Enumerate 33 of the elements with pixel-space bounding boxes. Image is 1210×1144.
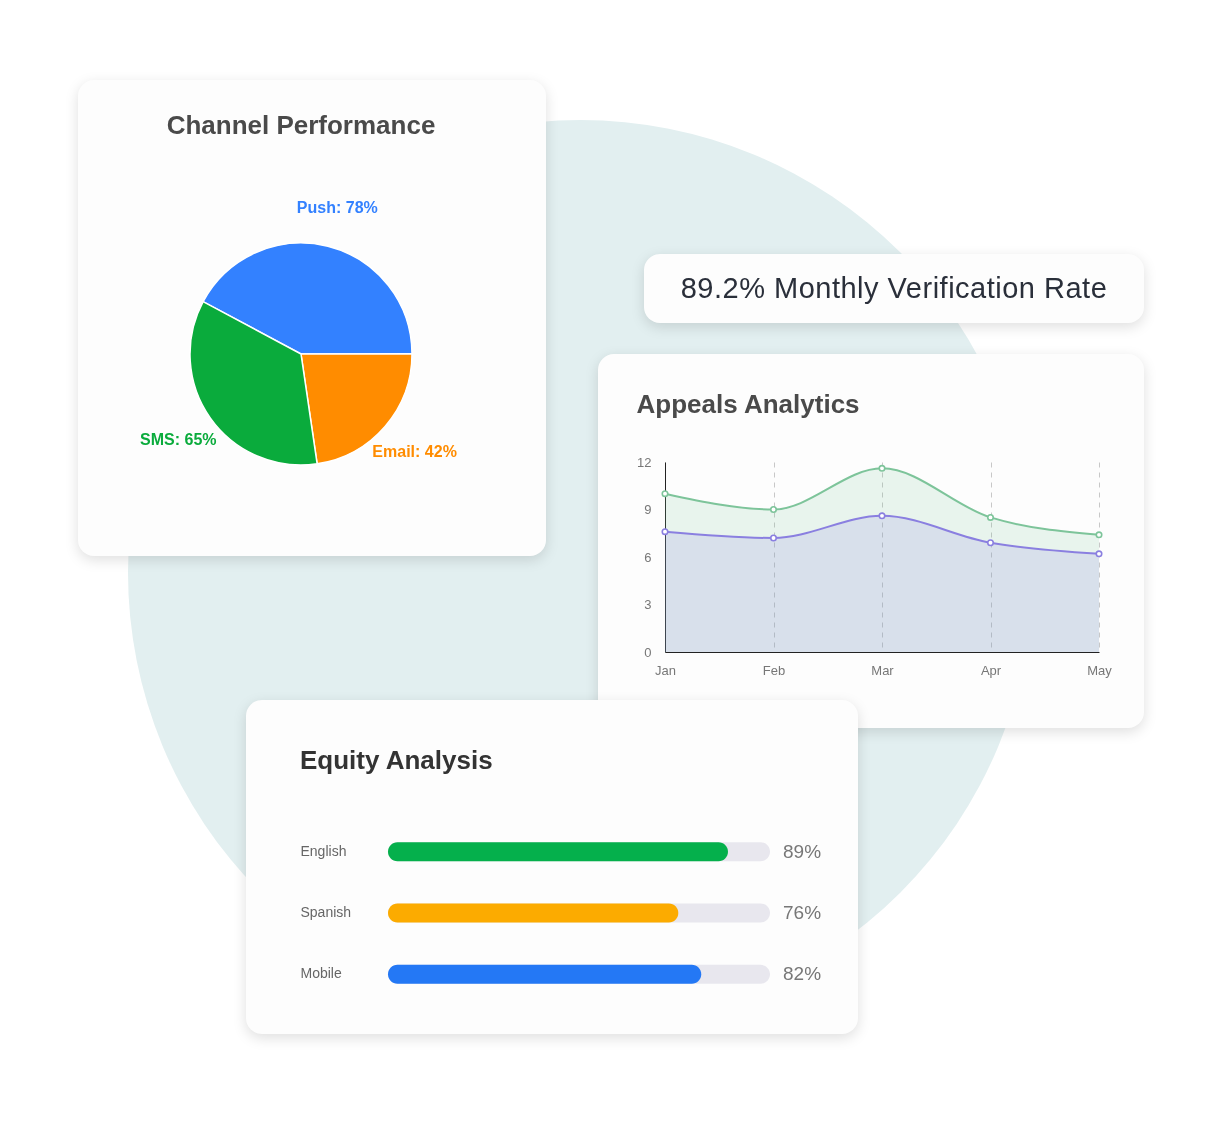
x-tick-label: Jan [655, 662, 676, 678]
x-tick-label: Feb [762, 662, 786, 678]
text: 89.2% Monthly Verification Rate [644, 254, 1144, 323]
data-label: 76% [783, 902, 822, 923]
point [878, 464, 886, 472]
point [1095, 550, 1103, 558]
slice-label: SMS: 65% [140, 431, 217, 449]
y-tick-label: Spanish [300, 904, 352, 920]
y-tick-label: English [300, 842, 347, 859]
point [878, 512, 886, 520]
y-tick-label: Mobile [300, 965, 342, 982]
y-tick-label: 9 [644, 502, 652, 517]
slice-label: Email: 42% [372, 442, 457, 460]
point [661, 528, 669, 536]
x-tick-label: May [1087, 662, 1113, 678]
x-tick-label: Apr [980, 662, 1002, 678]
y-tick-label: 0 [644, 644, 652, 660]
y-tick-label: 6 [644, 549, 652, 565]
chart-title: Channel Performance [166, 110, 436, 140]
y-tick-label: 3 [644, 597, 652, 612]
point [986, 539, 995, 547]
point [986, 513, 995, 521]
point [769, 534, 778, 542]
data-label: 82% [783, 963, 822, 985]
chart-title: Appeals Analytics [636, 389, 860, 419]
x-tick-label: Mar [871, 662, 895, 678]
point [1095, 531, 1103, 539]
point [769, 505, 778, 514]
data-label: 89% [783, 840, 822, 862]
slice-label: Push: 78% [296, 199, 378, 217]
point [661, 490, 669, 498]
chart-title: Equity Analysis [300, 745, 493, 775]
y-tick-label: 12 [637, 454, 652, 470]
